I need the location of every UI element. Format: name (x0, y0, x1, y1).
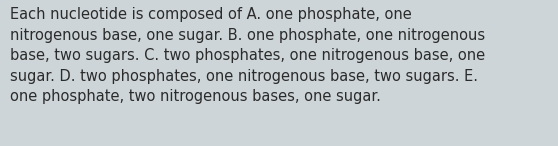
Text: Each nucleotide is composed of A. one phosphate, one
nitrogenous base, one sugar: Each nucleotide is composed of A. one ph… (10, 7, 485, 104)
